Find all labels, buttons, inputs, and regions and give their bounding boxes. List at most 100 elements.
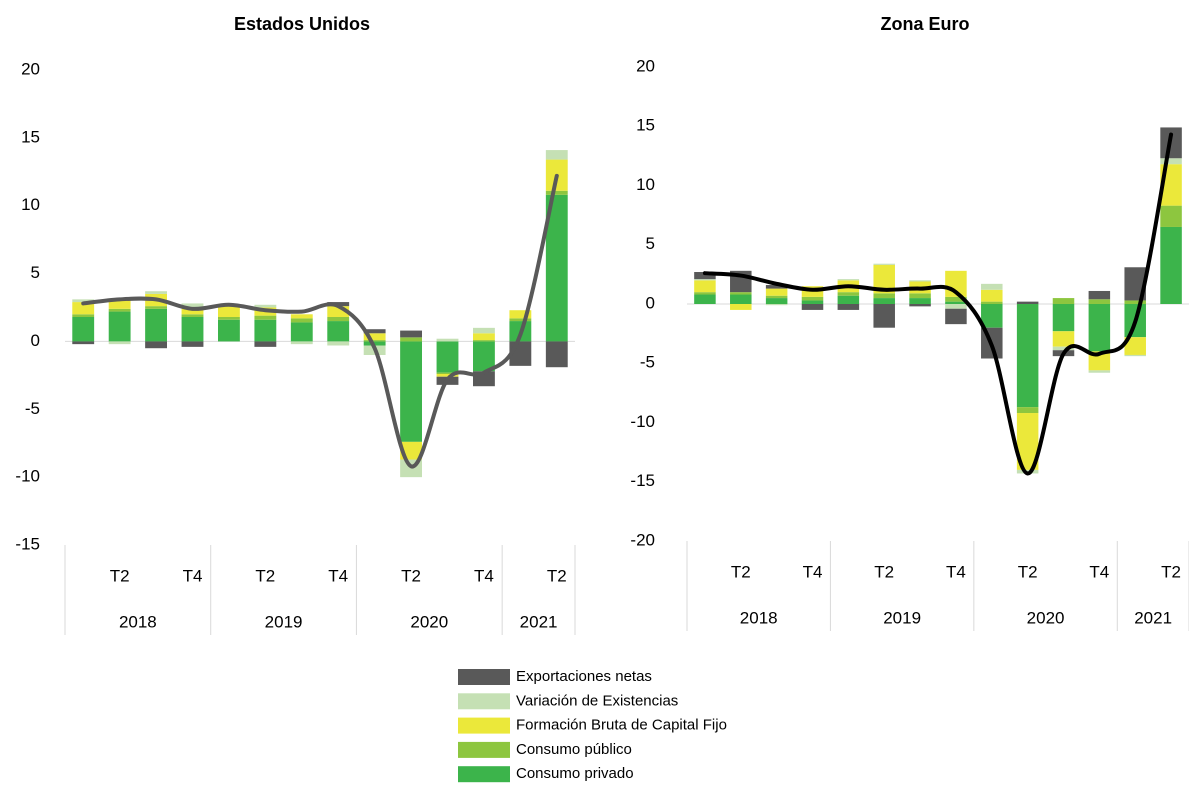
bar-segment: [436, 341, 459, 373]
bar-segment: [837, 295, 860, 304]
bar-segment: [1016, 413, 1039, 470]
legend-swatch: [458, 693, 510, 710]
bar-segment: [694, 280, 716, 293]
x-group-label: 2021: [1134, 608, 1172, 627]
line: [81, 173, 559, 469]
bar-segment: [327, 341, 350, 346]
bar-segment: [72, 314, 95, 317]
bar-segment: [1052, 331, 1075, 347]
x-tick-label: T4: [474, 566, 494, 585]
bar-segment: [1124, 337, 1146, 355]
bar-segment: [108, 341, 131, 345]
x-tick-label: T2: [110, 566, 130, 585]
bar-segment: [509, 310, 532, 319]
bar-segment: [765, 304, 788, 306]
bar-segment: [801, 300, 824, 304]
bar-segment: [218, 319, 240, 342]
bar-segment: [730, 294, 752, 304]
y-tick-label: -15: [15, 534, 40, 553]
bar-segment: [181, 317, 204, 342]
bar-segment: [181, 341, 204, 347]
bar-segment: [873, 264, 895, 294]
x-group-label: 2020: [1027, 608, 1065, 627]
bar-segment: [473, 340, 495, 342]
bar-segment: [254, 341, 277, 347]
bar-segment: [981, 304, 1003, 328]
line: [702, 132, 1174, 476]
x-tick-label: T2: [1161, 562, 1181, 581]
x-group-label: 2019: [265, 612, 303, 631]
bar-segment: [254, 319, 277, 342]
x-tick-label: T4: [1089, 562, 1109, 581]
bar-segment: [181, 303, 204, 309]
bar-segment: [694, 292, 716, 295]
legend-label: Consumo privado: [516, 765, 634, 782]
bar-segment: [730, 292, 752, 295]
x-tick-label: T4: [328, 566, 348, 585]
bar-segment: [1016, 301, 1039, 304]
bar-segment: [694, 294, 716, 304]
x-group-label: 2021: [520, 612, 558, 631]
bar-segment: [108, 308, 131, 312]
bar-segment: [945, 308, 967, 325]
y-tick-label: -10: [15, 467, 40, 486]
bar-segment: [436, 372, 459, 374]
bar-segment: [254, 304, 277, 308]
bar-segment: [400, 341, 422, 442]
bar-segment: [290, 322, 313, 342]
y-tick-label: 20: [21, 59, 40, 78]
bar-segment: [981, 283, 1003, 290]
bar-segment: [945, 296, 967, 302]
bar-segment: [1160, 226, 1182, 304]
x-tick-label: T2: [1018, 562, 1038, 581]
chart-title: Estados Unidos: [234, 14, 370, 34]
y-tick-label: -20: [630, 530, 655, 549]
x-tick-label: T4: [803, 562, 823, 581]
bar-segment: [473, 341, 495, 372]
x-group-label: 2018: [119, 612, 157, 631]
y-tick-label: 15: [636, 116, 655, 135]
bar-segment: [363, 329, 386, 334]
bar-segment: [545, 190, 568, 195]
x-group-label: 2020: [410, 612, 448, 631]
bar-segment: [181, 308, 204, 315]
bar-segment: [1052, 346, 1075, 351]
bar-segment: [909, 304, 931, 307]
bar-segment: [327, 321, 350, 342]
bar-segment: [1052, 304, 1075, 332]
bar-segment: [72, 302, 95, 315]
bar-segment: [1160, 158, 1182, 165]
y-tick-label: 20: [636, 56, 655, 75]
bar-segment: [873, 304, 895, 328]
bar-segment: [837, 292, 860, 296]
bar-segment: [1088, 304, 1111, 352]
legend-label: Variación de Existencias: [516, 692, 678, 709]
x-tick-label: T2: [255, 566, 275, 585]
bar-segment: [254, 315, 277, 320]
bar-segment: [981, 301, 1003, 304]
bar-segment: [145, 308, 167, 342]
bar-segment: [72, 341, 95, 345]
y-tick-label: 0: [31, 331, 40, 350]
bar-segment: [1016, 304, 1039, 408]
x-tick-label: T2: [547, 566, 567, 585]
y-tick-label: 10: [636, 175, 655, 194]
bar-segment: [1088, 290, 1111, 300]
bar-segment: [1124, 300, 1146, 304]
bar-segment: [1052, 298, 1075, 304]
bar-segment: [145, 291, 167, 294]
bar-segment: [765, 285, 788, 289]
bar-segment: [909, 280, 931, 282]
bar-segment: [327, 317, 350, 322]
bar-segment: [694, 272, 716, 280]
bar-segment: [145, 341, 167, 349]
bar-segment: [545, 150, 568, 160]
bar-segment: [218, 317, 240, 320]
bar-segment: [290, 318, 313, 323]
bar-segment: [1088, 370, 1111, 373]
x-tick-label: T2: [401, 566, 421, 585]
legend-label: Consumo público: [516, 741, 632, 758]
chart-title: Zona Euro: [881, 14, 970, 34]
x-tick-label: T2: [731, 562, 751, 581]
